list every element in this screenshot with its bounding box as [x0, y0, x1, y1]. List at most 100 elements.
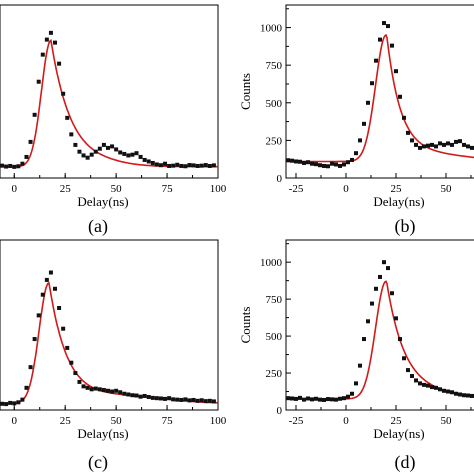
- y-tick-label: 0: [277, 405, 283, 417]
- fit-curve: [286, 33, 474, 163]
- data-point: [382, 260, 386, 265]
- data-point: [44, 37, 49, 42]
- data-point: [0, 163, 5, 168]
- data-point: [73, 142, 78, 147]
- data-point: [466, 393, 470, 398]
- data-point: [154, 162, 159, 167]
- data-point: [310, 397, 314, 402]
- data-point: [138, 394, 143, 399]
- x-tick-label: 0: [12, 183, 18, 195]
- data-point: [342, 396, 346, 401]
- x-tick-label: 0: [343, 183, 349, 195]
- data-point: [114, 388, 119, 393]
- data-point: [458, 392, 462, 397]
- data-point: [134, 151, 139, 156]
- data-point: [386, 24, 390, 29]
- data-point: [195, 163, 200, 168]
- panel-label: (b): [395, 216, 416, 237]
- x-tick-label: 25: [391, 183, 403, 195]
- data-point: [65, 345, 70, 350]
- data-point: [163, 396, 168, 401]
- x-tick-label: 0: [343, 415, 349, 427]
- data-point: [142, 157, 147, 162]
- data-point: [203, 399, 208, 404]
- data-point: [366, 319, 370, 324]
- data-point: [334, 397, 338, 402]
- data-point: [20, 161, 25, 166]
- data-point: [410, 374, 414, 378]
- data-point: [61, 326, 66, 331]
- data-point: [32, 337, 37, 342]
- data-point: [422, 144, 426, 149]
- data-point: [350, 391, 354, 396]
- data-point: [358, 363, 362, 368]
- data-point: [211, 163, 216, 168]
- data-point: [12, 164, 17, 169]
- y-tick-label: 500: [266, 98, 283, 110]
- data-point: [406, 368, 410, 373]
- data-point: [390, 291, 394, 296]
- data-point: [374, 286, 378, 291]
- data-point: [446, 389, 450, 394]
- data-point: [146, 394, 151, 399]
- x-tick-label: 50: [111, 183, 123, 195]
- y-tick-label: 750: [266, 60, 283, 72]
- data-layer: [286, 260, 474, 402]
- x-axis-label: Delay(ns): [373, 426, 424, 441]
- fit-curve: [0, 281, 218, 405]
- x-tick-label: 25: [60, 183, 72, 195]
- data-point: [382, 21, 386, 26]
- data-point: [154, 396, 159, 401]
- data-point: [28, 365, 33, 370]
- data-point: [48, 30, 53, 35]
- x-tick-label: 75: [162, 415, 174, 427]
- data-point: [122, 391, 127, 396]
- data-point: [438, 387, 442, 392]
- data-point: [101, 142, 106, 147]
- data-point: [306, 160, 310, 165]
- x-tick-label: 25: [391, 415, 403, 427]
- data-point: [366, 100, 370, 105]
- data-point: [203, 163, 208, 168]
- data-point: [53, 286, 58, 291]
- x-axis-label: Delay(ns): [373, 194, 424, 209]
- data-point: [61, 91, 66, 96]
- data-point: [122, 151, 127, 156]
- data-point: [434, 385, 438, 390]
- data-point: [394, 316, 398, 321]
- data-point: [77, 379, 82, 384]
- data-point: [290, 396, 294, 401]
- x-tick-label: -25: [289, 415, 304, 427]
- data-point: [12, 401, 17, 406]
- data-point: [370, 81, 374, 86]
- data-point: [134, 393, 139, 398]
- data-point: [110, 144, 115, 149]
- data-point: [183, 397, 188, 402]
- data-point: [138, 154, 143, 159]
- data-point: [294, 159, 298, 164]
- x-tick-label: 75: [162, 183, 174, 195]
- data-point: [126, 392, 131, 397]
- data-point: [462, 393, 466, 398]
- data-point: [207, 398, 212, 403]
- data-point: [93, 149, 98, 154]
- panel-a: 0 25 50 75 100 Delay(ns) (a): [0, 4, 227, 237]
- data-point: [130, 152, 135, 157]
- data-point: [150, 160, 155, 165]
- y-axis-label: Counts: [238, 307, 253, 344]
- data-point: [330, 397, 334, 402]
- x-tick-label: 50: [111, 415, 123, 427]
- data-point: [294, 396, 298, 401]
- panel-label: (c): [88, 452, 108, 473]
- data-point: [158, 163, 163, 168]
- x-tick-label: 50: [441, 183, 453, 195]
- data-point: [89, 152, 94, 157]
- data-point: [36, 313, 41, 318]
- x-tick-label: 25: [60, 415, 72, 427]
- data-point: [298, 395, 302, 400]
- data-point: [36, 79, 41, 84]
- data-point: [97, 387, 102, 392]
- data-point: [20, 397, 25, 402]
- data-point: [105, 145, 110, 150]
